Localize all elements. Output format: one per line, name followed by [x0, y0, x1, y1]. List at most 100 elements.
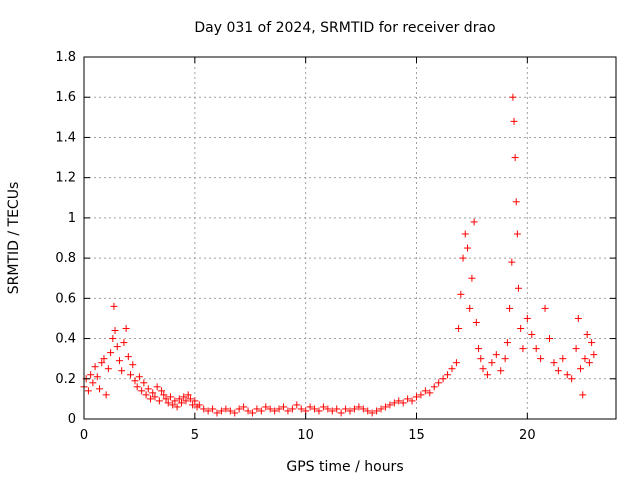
data-point: [585, 359, 593, 367]
data-point: [368, 409, 376, 417]
data-point: [377, 405, 385, 413]
data-point: [463, 244, 471, 252]
data-point: [217, 407, 225, 415]
data-point: [164, 399, 172, 407]
data-point: [588, 339, 596, 347]
data-point: [421, 387, 429, 395]
data-point: [147, 395, 154, 403]
data-point: [266, 405, 274, 413]
data-point: [417, 391, 425, 399]
data-point: [293, 401, 301, 409]
x-tick-label: 15: [408, 428, 425, 443]
data-point: [488, 359, 496, 367]
data-point: [541, 304, 549, 312]
data-point: [124, 353, 132, 361]
data-point: [178, 399, 186, 407]
data-point: [399, 399, 407, 407]
data-point: [195, 401, 203, 409]
data-point: [160, 391, 168, 399]
data-point: [395, 397, 403, 405]
data-point: [337, 409, 345, 417]
data-point: [404, 395, 412, 403]
data-point: [213, 409, 221, 417]
data-point: [508, 258, 516, 266]
data-point: [483, 371, 491, 379]
data-point: [171, 397, 179, 405]
data-point: [248, 409, 256, 417]
data-point: [579, 391, 587, 399]
data-point: [568, 375, 576, 383]
data-point: [288, 405, 296, 413]
y-tick-label: 0: [68, 412, 76, 427]
data-point: [280, 403, 287, 411]
data-point: [100, 355, 108, 363]
data-point: [324, 405, 332, 413]
data-point: [96, 385, 104, 393]
data-point: [513, 230, 521, 238]
data-point: [113, 343, 121, 351]
data-point: [182, 397, 190, 405]
data-point: [537, 355, 545, 363]
data-point: [297, 405, 305, 413]
data-point: [512, 198, 520, 206]
data-point: [470, 218, 478, 226]
data-point: [577, 365, 585, 373]
data-point: [166, 393, 174, 401]
data-point: [262, 403, 270, 411]
data-point: [231, 409, 239, 417]
data-point: [503, 339, 511, 347]
data-point: [226, 407, 234, 415]
data-point: [581, 355, 589, 363]
data-point: [89, 379, 97, 387]
data-series-srmtid: [80, 93, 598, 417]
y-tick-label: 1: [68, 211, 76, 226]
data-point: [346, 407, 354, 415]
data-point: [189, 401, 197, 409]
data-point: [284, 407, 292, 415]
data-point: [563, 371, 571, 379]
data-point: [200, 405, 208, 413]
y-tick-label: 1.2: [55, 171, 76, 186]
data-point: [479, 365, 487, 373]
data-point: [444, 371, 452, 379]
data-point: [468, 274, 476, 282]
data-point: [554, 367, 562, 375]
data-point: [386, 401, 394, 409]
data-point: [102, 391, 110, 399]
data-point: [191, 397, 199, 405]
data-point: [306, 403, 314, 411]
plot-frame: [83, 56, 617, 420]
data-point: [142, 391, 150, 399]
y-tick-label: 1.6: [55, 90, 76, 105]
data-point: [519, 345, 527, 353]
data-point: [186, 395, 194, 403]
data-point: [244, 407, 252, 415]
data-point: [204, 407, 212, 415]
data-point: [149, 389, 157, 397]
data-point: [271, 407, 279, 415]
data-point: [574, 314, 582, 322]
x-tick-label: 10: [297, 428, 314, 443]
data-point: [457, 290, 465, 298]
data-point: [151, 393, 159, 401]
data-point: [550, 359, 558, 367]
data-point: [144, 385, 152, 393]
data-point: [511, 154, 519, 162]
data-point: [98, 359, 106, 367]
data-point: [328, 407, 336, 415]
data-point: [381, 403, 389, 411]
data-point: [477, 355, 485, 363]
data-point: [131, 377, 139, 385]
data-point: [133, 383, 141, 391]
data-point: [115, 357, 123, 365]
data-point: [506, 304, 514, 312]
y-tick-label: 1.4: [55, 130, 76, 145]
data-point: [153, 383, 161, 391]
data-point: [523, 314, 531, 322]
data-point: [514, 284, 522, 292]
data-point: [373, 407, 381, 415]
data-point: [452, 359, 460, 367]
data-point: [140, 379, 148, 387]
data-point: [158, 387, 166, 395]
data-point: [184, 391, 192, 399]
